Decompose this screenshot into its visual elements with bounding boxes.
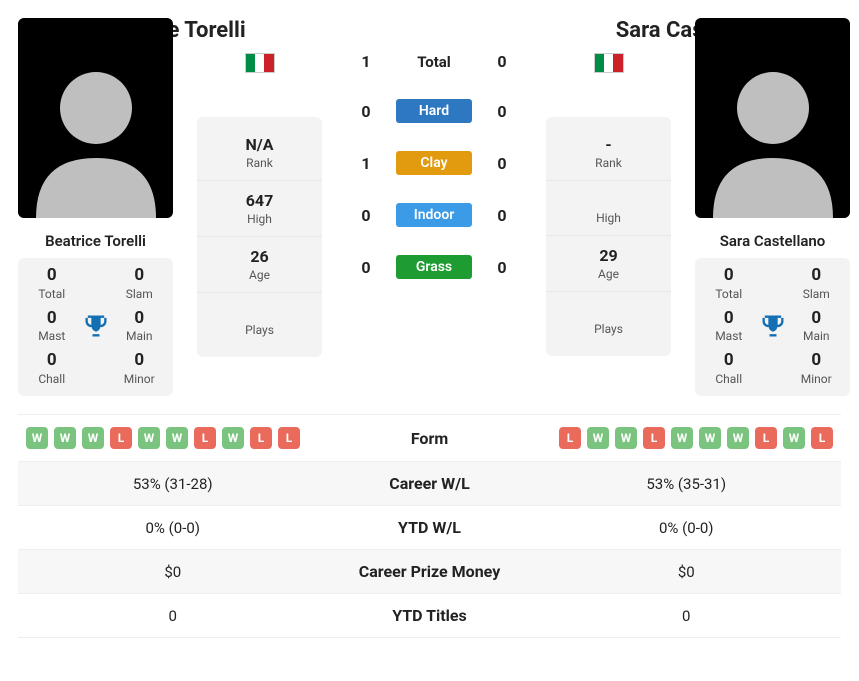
surface-badge: Clay (396, 151, 472, 175)
form-chip: L (278, 427, 300, 449)
compare-label: YTD Titles (320, 606, 540, 625)
h2h-left-val: 1 (346, 154, 386, 173)
trophy-icon (82, 312, 110, 340)
surface-badge: Hard (396, 99, 472, 123)
top-section: Beatrice Torelli 0Total 0Slam 0Mast 0Mai… (18, 18, 841, 396)
meta-stack-left: N/ARank 647High 26Age Plays (197, 117, 322, 357)
form-chip: W (587, 427, 609, 449)
titles-left: 0Total 0Slam 0Mast 0Main 0Chall 0Minor (18, 258, 173, 396)
form-chip: L (755, 427, 777, 449)
player-name-right: Sara Castellano (695, 232, 850, 250)
trophy-icon (759, 312, 787, 340)
form-chip: L (811, 427, 833, 449)
compare-row: 53% (31-28)Career W/L53% (35-31) (18, 462, 841, 506)
h2h-left-val: 0 (346, 206, 386, 225)
form-chip: W (138, 427, 160, 449)
form-chip: W (615, 427, 637, 449)
form-chip: L (643, 427, 665, 449)
compare-label: YTD W/L (320, 518, 540, 537)
h2h-right-val: 0 (482, 206, 522, 225)
compare-row: 0% (0-0)YTD W/L0% (0-0) (18, 506, 841, 550)
form-chip: W (166, 427, 188, 449)
h2h-left-val: 0 (346, 102, 386, 121)
player-name-left: Beatrice Torelli (18, 232, 173, 250)
form-chip: W (699, 427, 721, 449)
compare-label: Career W/L (320, 474, 540, 493)
form-chip: W (671, 427, 693, 449)
surface-badge: Indoor (396, 203, 472, 227)
form-chip: W (82, 427, 104, 449)
surface-badge: Grass (396, 255, 472, 279)
form-chip: L (110, 427, 132, 449)
meta-left: Beatrice Torelli N/ARank 647High 26Age P… (197, 18, 322, 357)
compare-section: WWWLWWLWLLFormLWWLWWWLWL53% (31-28)Caree… (18, 414, 841, 638)
player-avatar-right (695, 18, 850, 218)
form-chip: W (783, 427, 805, 449)
compare-row: $0Career Prize Money$0 (18, 550, 841, 594)
h2h-right-val: 0 (482, 154, 522, 173)
form-chip: L (194, 427, 216, 449)
flag-icon-right (594, 53, 624, 73)
compare-label: Form (320, 429, 540, 448)
form-chip: W (727, 427, 749, 449)
form-chip: W (54, 427, 76, 449)
compare-row: 0YTD Titles0 (18, 594, 841, 638)
form-chip: L (559, 427, 581, 449)
form-chip: W (26, 427, 48, 449)
form-chip: W (222, 427, 244, 449)
compare-label: Career Prize Money (320, 562, 540, 581)
h2h-right-val: 0 (482, 102, 522, 121)
h2h-center: 1 Total 0 0Hard01Clay00Indoor00Grass0 (346, 18, 522, 307)
titles-right: 0Total 0Slam 0Mast 0Main 0Chall 0Minor (695, 258, 850, 396)
form-chip: L (250, 427, 272, 449)
h2h-right-val: 0 (482, 258, 522, 277)
flag-icon-left (245, 53, 275, 73)
h2h-left-val: 0 (346, 258, 386, 277)
player-avatar-left (18, 18, 173, 218)
compare-row: WWWLWWLWLLFormLWWLWWWLWL (18, 414, 841, 462)
player-card-left: Beatrice Torelli 0Total 0Slam 0Mast 0Mai… (18, 18, 173, 396)
meta-right: Sara Castellano -Rank High 29Age Plays (546, 18, 671, 356)
meta-stack-right: -Rank High 29Age Plays (546, 117, 671, 356)
player-card-right: Sara Castellano 0Total 0Slam 0Mast 0Main… (695, 18, 850, 396)
